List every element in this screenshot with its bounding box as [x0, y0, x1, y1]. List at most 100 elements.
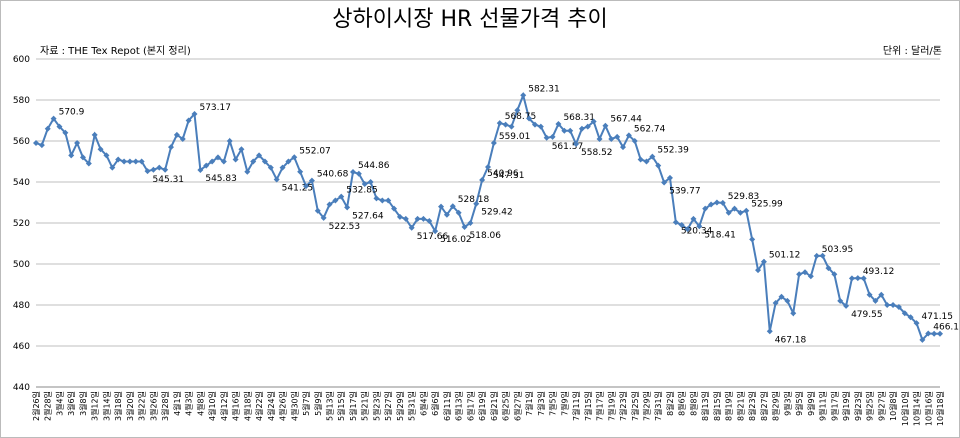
point	[526, 115, 533, 122]
x-tick-label: 3월28일	[160, 391, 170, 421]
data-label: 493.12	[863, 267, 895, 277]
x-tick-label: 3월26일	[148, 391, 158, 421]
x-tick-label: 5월9일	[313, 391, 323, 416]
point	[672, 219, 679, 226]
x-tick-label: 6월4일	[418, 391, 428, 416]
data-label: 503.95	[822, 245, 854, 255]
point	[232, 156, 239, 163]
point	[79, 154, 86, 161]
point	[901, 310, 908, 317]
x-tick-label: 5월29일	[395, 391, 405, 421]
x-tick-label: 3월22일	[137, 391, 147, 421]
x-tick-label: 7월3일	[536, 391, 546, 416]
point	[725, 209, 732, 216]
x-tick-label: 3월14일	[101, 391, 111, 421]
data-label: 561.57	[552, 142, 584, 152]
point	[126, 158, 133, 165]
x-tick-label: 4월1일	[172, 391, 182, 416]
point	[860, 275, 867, 282]
x-tick-label: 6월6일	[430, 391, 440, 416]
point	[661, 179, 668, 186]
point	[555, 120, 562, 127]
point	[349, 169, 356, 176]
point	[825, 265, 832, 272]
point	[438, 203, 445, 210]
point	[637, 156, 644, 163]
point	[132, 158, 139, 165]
x-tick-label: 5월7일	[301, 391, 311, 416]
point	[573, 141, 580, 148]
point	[813, 252, 820, 259]
point	[549, 133, 556, 140]
x-tick-label: 4월22일	[254, 391, 264, 421]
point	[866, 291, 873, 298]
point	[931, 330, 938, 337]
point	[103, 152, 110, 159]
x-tick-label: 8월15일	[712, 391, 722, 421]
point	[796, 271, 803, 278]
point	[772, 299, 779, 306]
point	[244, 168, 251, 175]
point	[256, 152, 263, 159]
x-tick-label: 5월13일	[325, 391, 335, 421]
x-tick-label: 9월25일	[865, 391, 875, 421]
point	[238, 146, 245, 153]
point	[273, 176, 280, 183]
x-tick-label: 5월15일	[336, 391, 346, 421]
data-label: 559.01	[499, 132, 531, 142]
point	[937, 330, 943, 337]
point	[567, 127, 574, 134]
x-tick-label: 10월16일	[923, 391, 933, 426]
point	[385, 197, 392, 204]
data-label: 517.66	[417, 232, 449, 242]
x-tick-label: 7월5일	[548, 391, 558, 416]
point	[690, 215, 697, 222]
x-tick-label: 9월23일	[853, 391, 863, 421]
point	[44, 125, 51, 132]
data-label: 539.77	[669, 186, 701, 196]
point	[338, 193, 345, 200]
point	[226, 138, 233, 144]
y-tick-label: 540	[13, 178, 30, 188]
point	[696, 223, 703, 230]
point	[895, 304, 902, 311]
x-tick-label: 7월29일	[641, 391, 651, 421]
x-tick-label: 8월29일	[771, 391, 781, 421]
point	[807, 273, 814, 280]
x-tick-label: 2월26일	[31, 391, 41, 421]
data-label: 479.55	[851, 310, 883, 320]
point	[308, 177, 315, 184]
point	[514, 107, 521, 114]
point	[473, 200, 480, 207]
x-tick-label: 4월24일	[266, 391, 276, 421]
x-tick-label: 8월6일	[677, 391, 687, 416]
x-tick-label: 3월18일	[113, 391, 123, 421]
point	[907, 314, 914, 321]
x-tick-label: 5월31일	[407, 391, 417, 421]
x-tick-label: 8월21일	[735, 391, 745, 421]
x-tick-label: 8월23일	[747, 391, 757, 421]
x-tick-label: 4월30일	[289, 391, 299, 421]
data-label: 545.31	[153, 175, 185, 185]
x-tick-label: 7월19일	[606, 391, 616, 421]
point	[655, 162, 662, 169]
point	[38, 142, 45, 149]
point	[250, 158, 257, 165]
x-tick-label: 4월16일	[231, 391, 241, 421]
data-label: 562.74	[634, 124, 666, 134]
data-label: 582.31	[528, 84, 560, 94]
point	[197, 167, 204, 174]
unit: 단위 : 달러/톤	[883, 44, 942, 57]
point	[455, 209, 462, 216]
point	[115, 156, 122, 163]
x-tick-label: 10월14일	[912, 391, 922, 426]
x-tick-label: 4월3일	[184, 391, 194, 416]
x-tick-label: 6월19일	[477, 391, 487, 421]
point	[179, 135, 186, 142]
point	[537, 123, 544, 130]
x-tick-label: 5월23일	[371, 391, 381, 421]
x-tick-label: 6월25일	[501, 391, 511, 421]
point	[420, 215, 427, 222]
x-tick-label: 8월19일	[724, 391, 734, 421]
